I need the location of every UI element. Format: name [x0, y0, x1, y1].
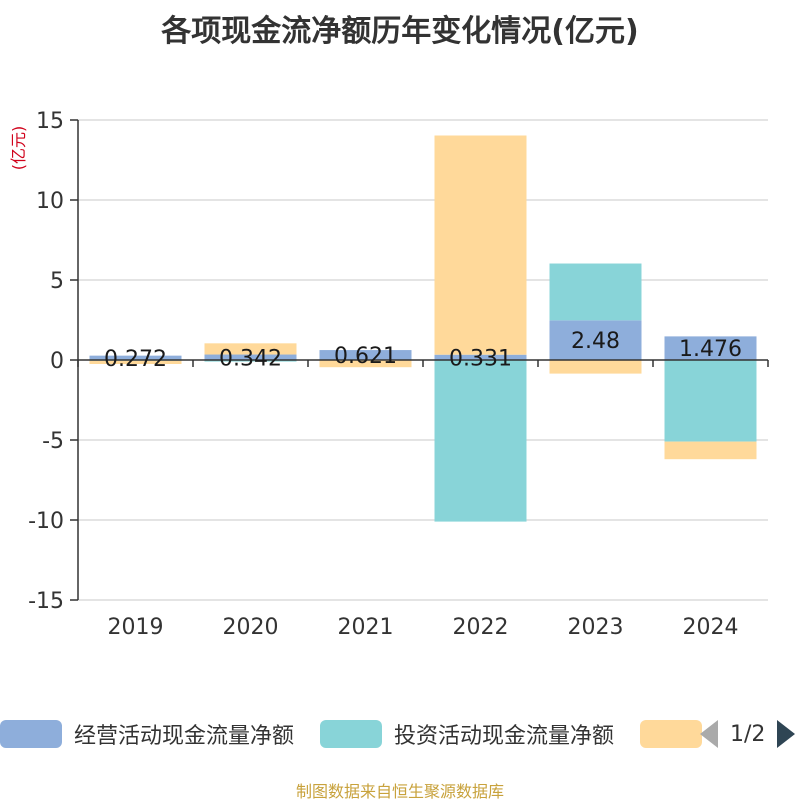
data-label-2020: 0.342	[219, 346, 282, 371]
legend-pager: 1/2	[700, 716, 796, 752]
source-note: 制图数据来自恒生聚源数据库	[295, 782, 504, 801]
bar-2020-series-1	[204, 360, 297, 362]
x-tick-label: 2021	[338, 615, 394, 640]
bar-2020-series-2	[204, 343, 297, 355]
legend-swatch-financing	[640, 720, 702, 748]
axes: -15 -10 -5 0 5 10 15 (亿元) 2019 2020 2021 2022 2023 20…	[9, 109, 769, 640]
y-tick-label: -15	[28, 589, 64, 614]
bar-2023-series-2	[549, 360, 642, 374]
x-tick-label: 2019	[108, 615, 164, 640]
legend-item-investing[interactable]: 投资活动现金流量净额	[320, 716, 614, 752]
legend-page-indicator: 1/2	[730, 721, 766, 747]
bar-2020-series-0	[204, 354, 297, 360]
legend-label-investing: 投资活动现金流量净额	[394, 724, 615, 749]
data-labels: 0.272 0.342 0.621 0.331 2.48 1.476	[104, 329, 742, 372]
chart-title: 各项现金流净额历年变化情况(亿元)	[161, 14, 639, 49]
legend-item-operating[interactable]: 经营活动现金流量净额	[0, 716, 294, 752]
y-tick-label: 5	[50, 269, 64, 294]
legend-item-financing[interactable]	[640, 716, 702, 752]
legend-next-page-icon[interactable]	[777, 720, 796, 748]
y-tick-label: -10	[28, 509, 64, 534]
data-label-2019: 0.272	[104, 347, 167, 372]
bars	[89, 135, 757, 522]
y-tick-label: 15	[36, 109, 64, 134]
data-label-2024: 1.476	[679, 337, 742, 362]
x-tick-label: 2023	[568, 615, 624, 640]
x-tick-label: 2024	[683, 615, 739, 640]
bar-2022-series-0	[434, 354, 527, 360]
bar-2024-series-1	[664, 360, 757, 442]
legend-label-operating: 经营活动现金流量净额	[74, 724, 295, 749]
bar-2024-series-2	[664, 441, 757, 460]
legend-swatch-operating	[0, 720, 62, 748]
x-tick-label: 2020	[223, 615, 279, 640]
bar-2021-series-2	[319, 360, 412, 368]
bar-2021-series-0	[319, 350, 412, 360]
bar-2023-series-1	[549, 263, 642, 321]
legend-prev-page-icon[interactable]	[700, 720, 718, 748]
bar-2019-series-2	[89, 360, 182, 364]
y-tick-label: 0	[50, 349, 64, 374]
bar-2023-series-0	[549, 320, 642, 360]
legend-swatch-investing	[320, 720, 382, 748]
x-tick-label: 2022	[453, 615, 509, 640]
bar-2019-series-0	[89, 355, 182, 360]
data-label-2023: 2.48	[571, 329, 620, 354]
legend: 经营活动现金流量净额 投资活动现金流量净额 1/2	[0, 716, 800, 752]
data-label-2021: 0.621	[334, 344, 397, 369]
data-label-2022: 0.331	[449, 346, 512, 371]
bar-2022-series-2	[434, 135, 527, 355]
y-axis-label: (亿元)	[9, 126, 28, 171]
y-tick-label: -5	[42, 429, 64, 454]
bar-2022-series-1	[434, 360, 527, 522]
bar-2024-series-0	[664, 336, 757, 360]
y-tick-label: 10	[36, 189, 64, 214]
